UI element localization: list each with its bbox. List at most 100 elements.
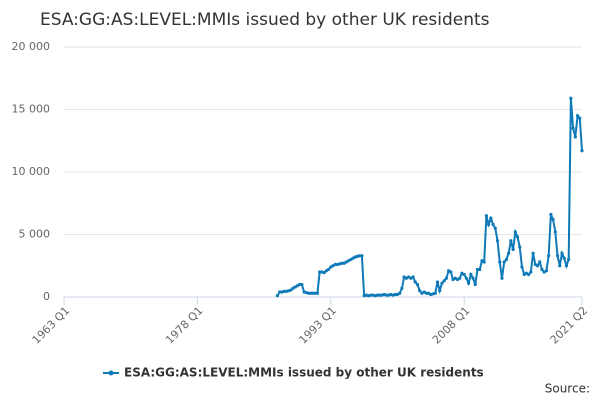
source: Source: bbox=[545, 382, 590, 396]
data-point bbox=[340, 261, 344, 265]
y-tick-label: 15 000 bbox=[12, 103, 51, 116]
data-point bbox=[529, 270, 533, 274]
data-point bbox=[562, 256, 566, 260]
data-point bbox=[400, 286, 404, 290]
data-point bbox=[549, 212, 553, 217]
x-tick-label: 2008 Q1 bbox=[430, 304, 473, 347]
data-point bbox=[333, 262, 337, 267]
data-point bbox=[575, 114, 580, 118]
data-point bbox=[547, 254, 551, 258]
data-point bbox=[378, 293, 382, 297]
data-point bbox=[558, 264, 562, 268]
data-point bbox=[578, 116, 582, 120]
y-tick-label: 20 000 bbox=[12, 40, 51, 53]
data-point bbox=[553, 230, 557, 234]
data-point bbox=[415, 282, 420, 287]
legend-label: ESA:GG:AS:LEVEL:MMIs issued by other UK … bbox=[124, 366, 484, 380]
legend-marker bbox=[108, 370, 114, 376]
data-point bbox=[580, 149, 584, 153]
y-tick-label: 5 000 bbox=[19, 228, 51, 241]
data-point bbox=[384, 293, 388, 297]
data-point bbox=[569, 96, 573, 100]
data-point bbox=[309, 291, 313, 295]
data-point bbox=[573, 135, 577, 139]
data-point bbox=[495, 239, 500, 243]
data-point bbox=[358, 254, 362, 258]
data-point bbox=[489, 216, 493, 220]
data-point bbox=[442, 279, 446, 283]
data-point bbox=[475, 267, 480, 272]
data-point bbox=[504, 257, 509, 262]
data-point bbox=[482, 260, 486, 264]
data-point bbox=[511, 247, 515, 252]
data-point bbox=[551, 217, 555, 222]
data-point bbox=[467, 281, 471, 285]
data-point bbox=[311, 291, 315, 295]
data-point bbox=[300, 282, 304, 287]
data-point bbox=[535, 264, 540, 268]
data-point bbox=[275, 294, 280, 298]
data-point bbox=[369, 293, 373, 297]
data-point bbox=[418, 289, 422, 293]
data-point bbox=[282, 289, 286, 293]
y-tick-label: 0 bbox=[43, 290, 50, 303]
data-point bbox=[438, 289, 442, 293]
data-point bbox=[440, 281, 444, 285]
chart-title: ESA:GG:AS:LEVEL:MMIs issued by other UK … bbox=[40, 10, 490, 30]
data-point bbox=[458, 276, 462, 280]
data-point bbox=[424, 291, 428, 295]
data-point bbox=[315, 291, 320, 295]
data-point bbox=[289, 288, 293, 292]
data-point bbox=[544, 269, 549, 273]
data-point bbox=[278, 290, 282, 294]
data-point bbox=[322, 271, 326, 275]
data-point bbox=[564, 264, 569, 268]
data-point bbox=[473, 282, 477, 287]
data-point bbox=[531, 251, 535, 255]
data-point bbox=[433, 291, 437, 295]
data-point bbox=[540, 267, 544, 272]
x-tick-label: 2021 Q2 bbox=[548, 304, 591, 347]
x-tick-label: 1978 Q1 bbox=[163, 304, 206, 347]
data-point bbox=[449, 270, 453, 274]
data-point bbox=[571, 126, 575, 130]
x-tick-label: 1963 Q1 bbox=[30, 304, 73, 347]
data-point bbox=[509, 239, 513, 243]
data-point bbox=[411, 275, 415, 279]
data-point bbox=[560, 251, 564, 255]
data-point bbox=[398, 291, 402, 295]
data-point bbox=[538, 260, 542, 264]
data-point bbox=[515, 235, 520, 239]
data-point bbox=[493, 226, 497, 230]
data-point bbox=[518, 245, 522, 249]
data-point bbox=[393, 292, 397, 297]
data-point bbox=[484, 214, 489, 218]
x-tick-label: 1993 Q1 bbox=[296, 304, 339, 347]
data-point bbox=[527, 272, 531, 277]
data-point bbox=[360, 254, 364, 258]
data-point bbox=[469, 272, 473, 277]
data-point bbox=[500, 276, 504, 280]
data-point bbox=[444, 276, 448, 280]
data-point bbox=[513, 230, 517, 234]
data-point bbox=[318, 270, 322, 274]
data-point bbox=[487, 222, 491, 227]
data-point bbox=[464, 276, 468, 280]
data-point bbox=[478, 267, 482, 272]
data-point bbox=[313, 291, 317, 295]
data-point bbox=[462, 272, 466, 277]
data-point bbox=[435, 280, 440, 284]
data-point bbox=[491, 222, 495, 227]
data-point bbox=[413, 280, 417, 284]
data-point bbox=[507, 251, 511, 255]
data-point bbox=[471, 276, 475, 280]
y-tick-label: 10 000 bbox=[12, 165, 51, 178]
data-point bbox=[498, 260, 502, 264]
data-point bbox=[520, 265, 524, 269]
data-point bbox=[375, 293, 380, 297]
data-point bbox=[555, 254, 560, 258]
data-point bbox=[567, 257, 571, 262]
data-point bbox=[326, 267, 331, 272]
data-point bbox=[298, 282, 302, 287]
